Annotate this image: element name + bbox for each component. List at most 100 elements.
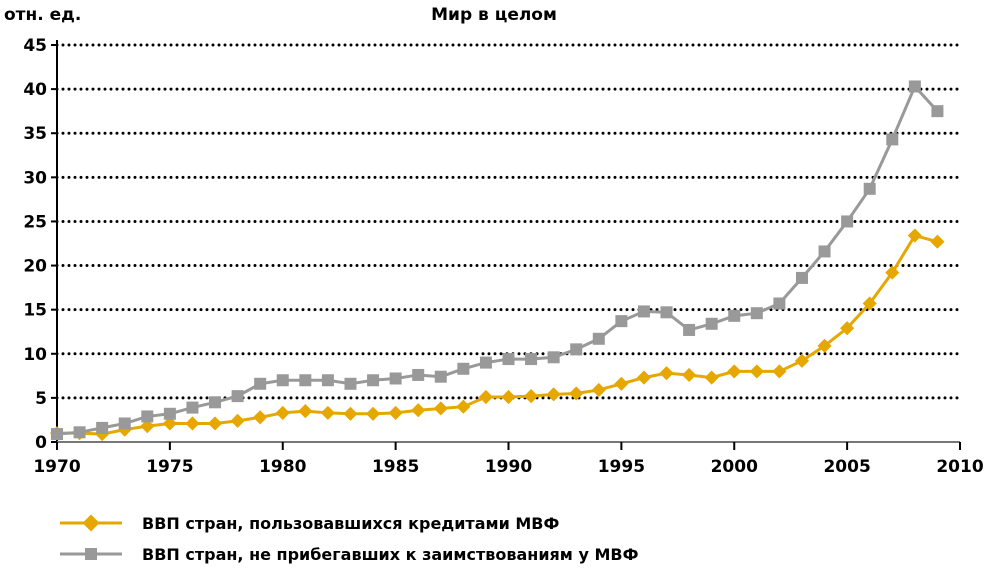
data-point-diamond (411, 403, 426, 418)
data-point-diamond (885, 265, 900, 280)
data-point-diamond (140, 419, 155, 434)
data-point-diamond (591, 382, 606, 398)
chart-title: Мир в целом (431, 5, 557, 25)
data-point-diamond (343, 406, 358, 421)
data-point-square (728, 309, 741, 322)
data-point-diamond (320, 405, 335, 420)
y-tick-label: 25 (23, 212, 47, 232)
data-point-diamond (704, 370, 719, 385)
data-point-square (818, 245, 831, 258)
data-point-square (389, 372, 402, 385)
y-tick-label: 35 (23, 124, 47, 144)
data-point-square (163, 407, 176, 420)
data-point-square (457, 362, 470, 375)
data-point-diamond (456, 399, 471, 414)
data-point-diamond (524, 389, 539, 404)
data-point-diamond (569, 386, 584, 401)
data-point-diamond (794, 353, 810, 368)
data-point-square (660, 306, 673, 319)
x-tick-label: 1995 (598, 457, 645, 477)
y-tick-label: 0 (35, 433, 47, 453)
data-point-square (186, 401, 199, 414)
data-point-square (434, 370, 447, 383)
data-point-square (321, 374, 334, 387)
series-line-0 (57, 233, 938, 436)
legend-marker-0 (82, 514, 100, 532)
data-point-square (141, 410, 154, 423)
data-point-diamond (298, 404, 313, 419)
data-point-diamond (727, 364, 742, 379)
data-point-diamond (388, 405, 403, 420)
data-point-diamond (817, 338, 832, 353)
data-point-square (479, 356, 492, 369)
data-point-diamond (862, 296, 877, 311)
data-point-diamond (433, 401, 448, 416)
data-point-square (570, 343, 583, 356)
x-tick-label: 2005 (823, 457, 870, 477)
data-point-square (547, 351, 560, 364)
data-point-square (525, 353, 538, 366)
data-point-diamond (162, 416, 177, 431)
data-point-square (96, 421, 109, 434)
x-tick-label: 1980 (259, 457, 306, 477)
data-point-square (276, 374, 289, 387)
data-point-square (412, 368, 425, 381)
data-point-square (51, 428, 63, 441)
data-point-square (841, 215, 854, 228)
data-point-diamond (636, 370, 652, 385)
data-point-diamond (749, 364, 764, 379)
data-point-square (502, 353, 515, 366)
y-tick-label: 40 (23, 80, 47, 100)
data-point-diamond (930, 234, 945, 249)
data-point-square (615, 315, 628, 328)
x-tick-label: 1970 (33, 457, 80, 477)
data-point-square (908, 80, 921, 93)
data-point-square (209, 396, 222, 409)
data-point-square (750, 307, 763, 320)
data-point-diamond (772, 364, 787, 379)
data-point-square (773, 297, 786, 310)
data-point-square (637, 305, 650, 318)
legend-label-0: ВВП стран, пользовавшихся кредитами МВФ (142, 514, 559, 533)
data-point-square (231, 390, 244, 403)
data-point-square (254, 377, 267, 390)
data-point-diamond (185, 416, 200, 431)
legend-label-1: ВВП стран, не прибегавших к заимствовани… (142, 545, 639, 564)
data-point-square (118, 417, 131, 430)
y-tick-label: 20 (23, 257, 47, 277)
data-point-square (299, 374, 312, 387)
data-point-square (863, 182, 876, 195)
data-point-diamond (365, 406, 381, 421)
y-tick-label: 15 (23, 301, 47, 321)
data-point-diamond (907, 228, 922, 243)
x-tick-label: 1985 (372, 457, 419, 477)
data-point-diamond (253, 410, 268, 425)
data-point-diamond (230, 413, 245, 428)
y-axis-label: отн. ед. (4, 5, 81, 25)
data-point-diamond (659, 366, 674, 381)
data-point-square (931, 105, 944, 118)
x-tick-label: 2010 (936, 457, 983, 477)
data-point-square (73, 426, 86, 439)
y-tick-label: 30 (23, 168, 47, 188)
x-tick-label: 2000 (711, 457, 758, 477)
data-point-diamond (501, 389, 516, 405)
y-tick-label: 5 (35, 389, 47, 409)
data-point-square (886, 133, 899, 146)
series-line-1 (56, 83, 939, 436)
data-point-square (683, 323, 696, 336)
data-point-square (344, 377, 357, 390)
y-tick-label: 10 (23, 345, 47, 365)
legend: ВВП стран, пользовавшихся кредитами МВФ … (60, 514, 639, 564)
data-point-diamond (207, 416, 223, 431)
data-point-square (795, 271, 808, 284)
y-tick-label: 45 (23, 36, 47, 56)
data-point-diamond (478, 389, 493, 405)
data-point-diamond (275, 405, 290, 420)
data-point-diamond (682, 367, 697, 383)
data-point-diamond (546, 387, 561, 402)
data-point-square (592, 332, 605, 345)
legend-marker-1 (85, 548, 97, 560)
x-tick-label: 1990 (485, 457, 532, 477)
